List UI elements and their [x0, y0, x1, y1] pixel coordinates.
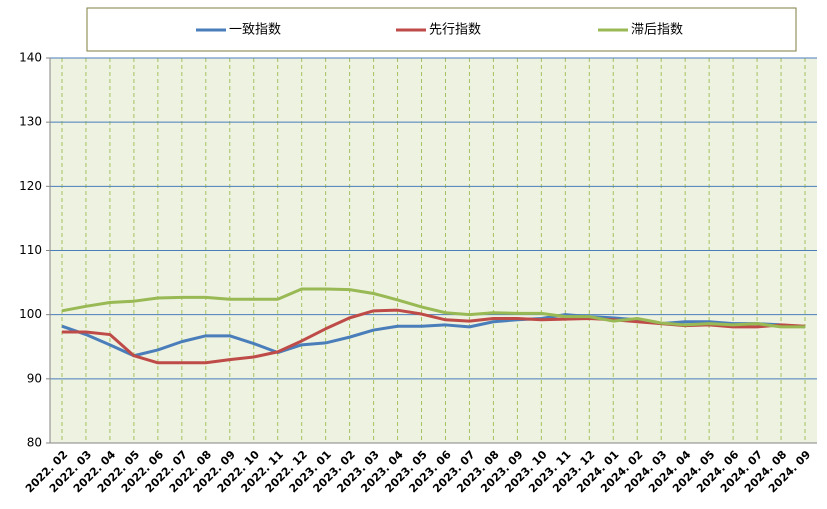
series-line	[61, 313, 806, 358]
y-tick-label: 80	[27, 436, 42, 450]
legend-label: 滞后指数	[631, 23, 683, 38]
y-tick-label: 120	[19, 179, 42, 193]
y-tick-label: 110	[19, 243, 42, 257]
legend-label: 一致指数	[229, 23, 281, 38]
y-tick-label: 130	[19, 115, 42, 129]
series-line	[61, 287, 806, 329]
y-tick-label: 140	[19, 51, 42, 65]
y-tick-label: 90	[27, 371, 42, 385]
legend-label: 先行指数	[429, 23, 481, 38]
y-tick-label: 100	[19, 307, 42, 321]
